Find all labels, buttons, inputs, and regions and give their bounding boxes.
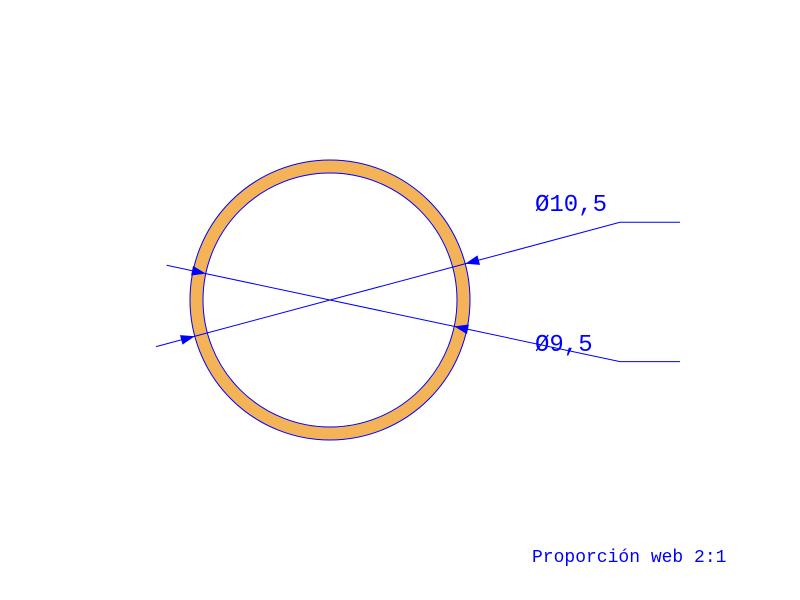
inner-diameter-label: Ø9,5 xyxy=(535,332,593,359)
inner-dim-chord xyxy=(206,274,454,327)
scale-footer-text: Proporción web 2:1 xyxy=(532,548,726,568)
drawing-svg xyxy=(0,0,800,600)
outer-diameter-label: Ø10,5 xyxy=(535,192,607,219)
dimension-arrowhead xyxy=(180,335,195,344)
outer-dim-leader-right xyxy=(465,222,620,263)
dimension-arrowhead xyxy=(465,255,480,264)
diagram-canvas: Ø10,5 Ø9,5 Proporción web 2:1 xyxy=(0,0,800,600)
